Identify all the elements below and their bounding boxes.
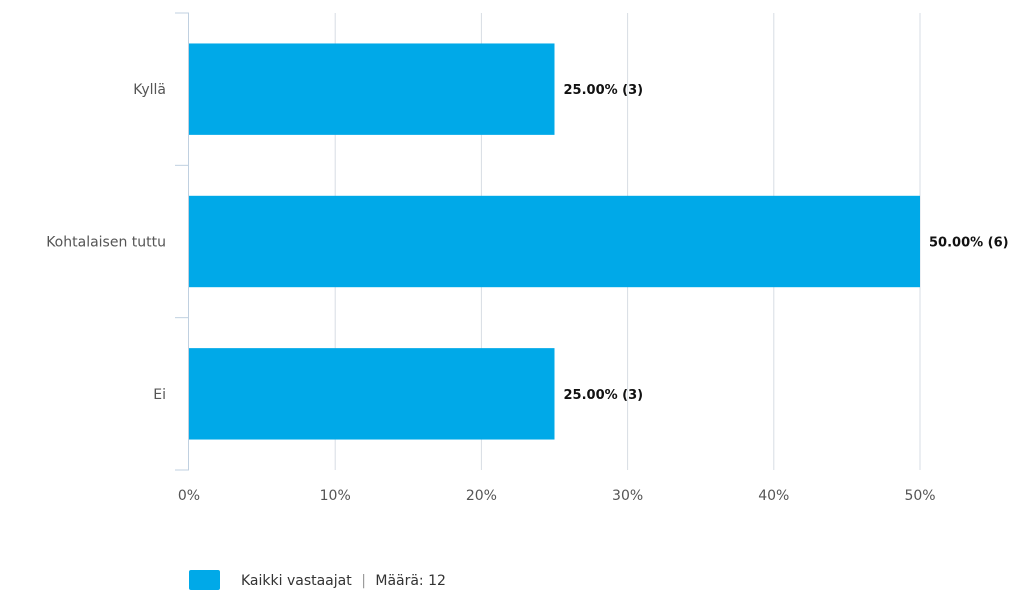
x-tick-labels: 0% 10% 20% 30% 40% 50%	[178, 488, 936, 504]
bar-data-label: 25.00% (3)	[564, 388, 644, 403]
x-tick-label: 20%	[466, 488, 497, 504]
data-labels: 25.00% (3) 50.00% (6) 25.00% (3)	[564, 83, 1009, 403]
y-axis	[175, 12, 189, 471]
x-tick-label: 30%	[612, 488, 643, 504]
legend-separator: |	[361, 573, 366, 589]
legend[interactable]: Kaikki vastaajat | Määrä: 12	[189, 570, 446, 590]
bar-data-label: 25.00% (3)	[564, 83, 644, 98]
category-label: Ei	[153, 387, 166, 403]
category-labels: Kyllä Kohtalaisen tuttu Ei	[46, 82, 166, 403]
bar-data-label: 50.00% (6)	[929, 236, 1009, 251]
x-tick-label: 0%	[178, 488, 200, 504]
x-tick-label: 50%	[904, 488, 935, 504]
legend-swatch[interactable]	[189, 570, 220, 590]
category-label: Kohtalaisen tuttu	[46, 235, 166, 251]
legend-label[interactable]: Kaikki vastaajat | Määrä: 12	[241, 573, 446, 589]
bar[interactable]	[189, 43, 555, 135]
bar[interactable]	[189, 195, 920, 288]
x-tick-label: 40%	[758, 488, 789, 504]
bar[interactable]	[189, 348, 555, 440]
bars	[189, 43, 920, 440]
category-label: Kyllä	[133, 82, 166, 98]
x-tick-label: 10%	[320, 488, 351, 504]
